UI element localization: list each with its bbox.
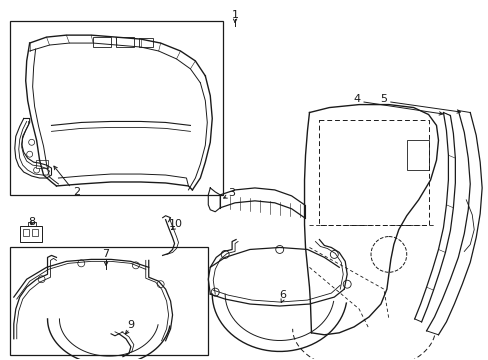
Bar: [10, 21, 223, 195]
Text: 5: 5: [380, 94, 386, 104]
Bar: [20, 226, 41, 242]
Text: 7: 7: [102, 249, 109, 260]
Text: 3: 3: [228, 188, 235, 198]
Text: 8: 8: [28, 217, 35, 227]
Bar: [93, 37, 111, 47]
Text: 6: 6: [279, 290, 285, 300]
Text: 10: 10: [168, 219, 182, 229]
Text: 9: 9: [127, 320, 134, 330]
Bar: [22, 229, 29, 235]
Text: 2: 2: [73, 187, 80, 197]
Bar: [36, 160, 47, 168]
Text: 1: 1: [231, 10, 238, 20]
Bar: [406, 140, 427, 170]
Bar: [116, 37, 134, 47]
Text: 4: 4: [353, 94, 360, 104]
Bar: [139, 38, 152, 47]
Bar: [32, 229, 38, 235]
Bar: [10, 247, 208, 355]
